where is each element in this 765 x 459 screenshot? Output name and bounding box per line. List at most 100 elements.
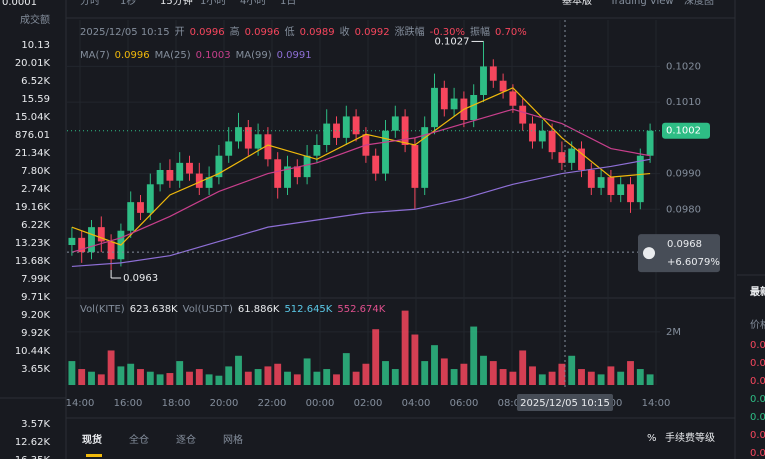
add-order-button[interactable] [643,247,655,260]
candle-body [558,152,566,163]
candle-body [401,116,409,145]
candle-body [186,162,193,174]
volume-bar [156,374,164,385]
ma-legend-value: 0.1003 [196,50,231,61]
volume-bar [146,371,154,385]
candle-body [627,184,634,203]
candle-body [636,155,644,203]
volume-bar [597,374,605,385]
volume-bar [450,369,458,385]
ma-legend-name: MA(99) [236,50,272,61]
last-price-label: 0.1002 [666,126,701,137]
y-tick-label: 0.1020 [666,61,701,72]
volume-bar [558,363,566,385]
interval-tab[interactable]: 1小时 [200,0,226,7]
trades-column: 价格 [750,318,765,331]
order-tab[interactable]: 网格 [223,433,243,446]
interval-tab[interactable]: 1日 [280,0,296,7]
candle-body [440,87,448,110]
volume-bar [352,371,360,385]
candle-body [607,177,615,195]
candle-body [342,116,350,138]
volume-bar [382,361,389,385]
volume-bar [293,374,301,385]
volume-bar [587,371,595,385]
fee-link[interactable]: 手续费等级 [665,431,715,444]
candle-body [264,134,272,160]
book-row: 6.52K [21,76,50,87]
volume-bar [362,363,370,385]
ma-line [71,108,651,253]
interval-tab[interactable]: 1秒 [120,0,136,7]
volume-bar [568,355,576,385]
book-row: 13.68K [15,256,51,267]
book-column: 成交额 [20,13,50,26]
book-header: 0.0001 [2,0,37,8]
volume-bar [431,345,438,385]
candle-body [578,148,585,170]
candle-body [146,184,154,213]
volume-legend: 623.638K [130,304,178,315]
book-row: 7.99K [21,274,50,285]
volume-bar [235,355,242,385]
candle-body [313,145,321,156]
volume-bar [68,361,76,385]
volume-bar [440,358,448,385]
x-tick-label: 18:00 [162,398,191,409]
volume-bar [538,374,546,385]
candle-body [333,123,340,138]
volume-legend: 61.886K [238,304,280,315]
ma-legend-name: MA(25) [155,50,191,61]
volume-bar [225,366,233,385]
trade-price: 0.0 [750,376,765,387]
crosshair-change: +6.6079% [667,257,720,268]
candle-body [235,127,242,142]
book-row: 7.80K [21,166,50,177]
candle-body [568,148,576,163]
info-value: -0.30% [430,27,465,38]
order-tab[interactable]: 现货 [82,433,102,446]
order-tab[interactable]: 全仓 [129,433,149,446]
volume-bar [97,374,105,385]
volume-bar [401,310,409,385]
ma-legend-name: MA(7) [80,50,110,61]
volume-bar [460,363,468,385]
view-tab[interactable]: Trading View [609,0,674,7]
volume-legend: 512.645K [284,304,332,315]
view-tab[interactable]: 基本版 [562,0,592,7]
trade-price: 0.0 [750,430,765,441]
volume-bar [646,374,654,385]
ma-legend-value: 0.0991 [277,50,312,61]
volume-bar [323,369,331,385]
book-row: 12.62K [15,437,51,448]
y-tick-label: 0.0980 [666,204,701,215]
volume-bar [137,369,144,385]
volume-legend: Vol(KITE) [80,304,125,315]
volume-bar [88,371,95,385]
candle-body [244,127,252,149]
view-tab[interactable]: 深度图 [684,0,714,7]
volume-bar [195,369,203,385]
volume-bar [636,369,644,385]
candle-body [303,155,311,178]
high-label: 0.1027 [435,36,470,47]
volume-bar [186,371,193,385]
fee-link[interactable]: % [647,433,657,444]
volume-bar [342,353,350,385]
candle-body [450,98,458,110]
candle-body [97,227,105,242]
interval-tab[interactable]: 4小时 [240,0,266,7]
volume-bar [313,371,321,385]
x-tick-label: 00:00 [306,398,335,409]
order-tab[interactable]: 逐仓 [176,433,196,446]
candle-body [156,170,164,185]
volume-bar [264,366,272,385]
interval-tab[interactable]: 15分钟 [160,0,193,7]
candle-body [195,173,203,188]
candle-body [78,237,86,253]
book-row: 9.20K [21,310,50,321]
interval-tab[interactable]: 分时 [80,0,100,7]
x-tick-label: 14:00 [642,398,671,409]
